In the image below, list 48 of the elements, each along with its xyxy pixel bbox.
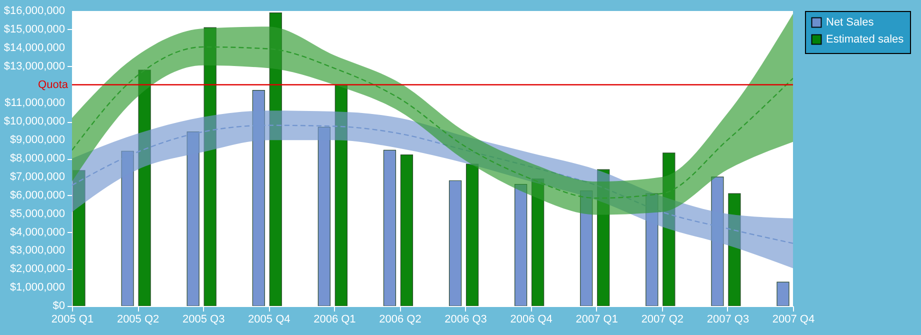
- y-tick-label: $10,000,000: [4, 116, 65, 128]
- bar: [448, 180, 462, 306]
- bar: [580, 190, 593, 306]
- x-tick-label: 2006 Q3: [444, 314, 487, 326]
- bar: [662, 152, 676, 306]
- x-tick-label: 2005 Q1: [51, 314, 94, 326]
- y-tick-label: $16,000,000: [4, 5, 65, 17]
- bar: [269, 12, 282, 306]
- x-tick-label: 2006 Q1: [314, 314, 356, 326]
- y-tick-label: $7,000,000: [10, 170, 65, 183]
- y-tick-label: $2,000,000: [10, 263, 65, 276]
- bar: [400, 154, 414, 306]
- x-tick-label: 2007 Q2: [641, 314, 684, 326]
- x-tick-label: 2005 Q3: [182, 314, 225, 326]
- x-tick-label: 2007 Q4: [772, 314, 815, 326]
- legend-label: Net Sales: [826, 16, 874, 28]
- bar: [776, 282, 790, 306]
- x-tick-label: 2006 Q2: [379, 314, 422, 326]
- y-tick-label: $8,000,000: [10, 152, 65, 164]
- bar: [138, 70, 151, 306]
- bar: [728, 193, 741, 306]
- bar: [466, 164, 479, 306]
- bar: [597, 169, 610, 306]
- x-tick-label: 2005 Q2: [116, 314, 160, 326]
- bar: [514, 184, 528, 306]
- line-series: [72, 46, 793, 199]
- legend-label: Estimated sales: [826, 34, 904, 46]
- y-tick-label: $6,000,000: [10, 189, 65, 202]
- bar: [72, 170, 86, 306]
- y-tick-label: $1,000,000: [10, 282, 65, 294]
- y-tick-label: $13,000,000: [4, 60, 65, 72]
- y-tick-label: $14,000,000: [4, 42, 65, 54]
- y-tick-label: $0: [52, 300, 65, 312]
- y-tick-label: $4,000,000: [10, 226, 65, 238]
- y-tick-label: $9,000,000: [10, 134, 65, 146]
- x-tick-label: 2007 Q3: [706, 314, 750, 326]
- x-tick-label: 2007 Q1: [576, 314, 618, 326]
- bar: [532, 178, 544, 306]
- bar: [383, 150, 396, 306]
- x-tick-label: 2006 Q4: [510, 314, 552, 326]
- y-tick-label: $15,000,000: [4, 23, 65, 36]
- y-tick-label: $11,000,000: [4, 97, 65, 110]
- x-tick-label: 2005 Q4: [248, 314, 290, 326]
- ref-line-label: Quota: [38, 78, 69, 91]
- bar: [334, 84, 348, 306]
- bar: [204, 27, 216, 306]
- y-tick-label: $5,000,000: [10, 208, 65, 220]
- y-tick-label: $3,000,000: [10, 244, 65, 257]
